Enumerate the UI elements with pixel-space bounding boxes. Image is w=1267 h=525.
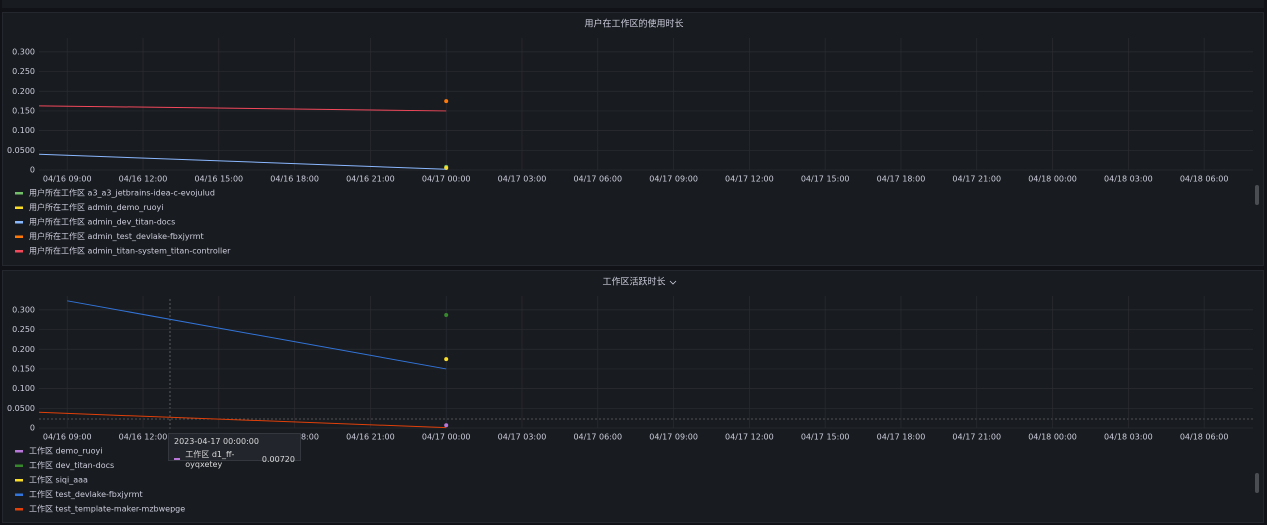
chart-title: 用户在工作区的使用时长	[584, 18, 683, 30]
y-tick-label: 0.150	[12, 106, 35, 115]
x-tick-label: 04/17 15:00	[801, 433, 850, 442]
x-tick-label: 04/16 12:00	[119, 433, 168, 442]
x-tick-label: 04/17 00:00	[422, 433, 471, 442]
legend-swatch	[15, 221, 23, 224]
y-tick-label: 0.200	[12, 87, 35, 96]
point	[444, 357, 449, 362]
tooltip-row: 工作区 d1_ff-oyqxetey 0.00720	[174, 449, 295, 469]
tooltip-series: 工作区 d1_ff-oyqxetey	[185, 450, 235, 469]
x-tick-label: 04/16 21:00	[346, 175, 395, 184]
series-line	[38, 105, 447, 112]
scrollbar[interactable]	[1255, 185, 1259, 205]
x-tick-label: 04/16 18:00	[270, 175, 319, 184]
legend-label: 工作区 siqi_aaa	[29, 475, 88, 485]
y-tick-label: 0.300	[12, 47, 35, 56]
x-tick-label: 04/16 09:00	[43, 175, 92, 184]
x-tick-label: 04/17 15:00	[801, 175, 850, 184]
chart-title: 工作区活跃时长	[602, 276, 665, 288]
point	[444, 99, 449, 104]
x-tick-label: 04/18 03:00	[1104, 175, 1153, 184]
x-tick-label: 04/17 12:00	[725, 175, 774, 184]
x-tick-label: 04/17 18:00	[877, 175, 926, 184]
legend-label: 工作区 dev_titan-docs	[29, 460, 114, 470]
point	[444, 312, 449, 317]
tooltip: 2023-04-17 00:00:00 工作区 d1_ff-oyqxetey 0.…	[168, 433, 301, 469]
legend-label: 工作区 test_devlake-fbxjyrmt	[29, 489, 143, 499]
top-strip	[2, 0, 1264, 8]
legend-label: 用户所在工作区 admin_test_devlake-fbxjyrmt	[29, 231, 204, 241]
legend-swatch	[15, 508, 23, 511]
x-tick-label: 04/18 00:00	[1028, 175, 1077, 184]
x-tick-label: 04/17 12:00	[725, 433, 774, 442]
x-tick-label: 04/17 09:00	[649, 433, 698, 442]
chart: 工作区活跃时长 0 0.0500 0.100 0.150 0.200 0.250 0.300 0…	[7, 276, 1253, 514]
legend-swatch	[15, 493, 23, 496]
legend-label: 用户所在工作区 a3_a3_jetbrains-idea-c-evojulud	[29, 188, 215, 198]
chevron-icon[interactable]	[669, 280, 677, 285]
swatch	[174, 458, 181, 460]
x-tick-label: 04/16 21:00	[346, 433, 395, 442]
x-tick-label: 04/17 03:00	[498, 175, 547, 184]
legend-swatch	[15, 464, 23, 467]
y-tick-label: 0.100	[12, 384, 35, 393]
x-tick-label: 04/18 06:00	[1180, 433, 1229, 442]
y-tick-label: 0	[30, 166, 35, 175]
x-tick-label: 04/18 00:00	[1028, 433, 1077, 442]
y-tick-label: 0.100	[12, 126, 35, 135]
x-tick-label: 04/17 06:00	[573, 175, 622, 184]
x-tick-label: 04/16 09:00	[43, 433, 92, 442]
panel: 工作区活跃时长 0 0.0500 0.100 0.150 0.200 0.250 0.300 0…	[2, 270, 1264, 523]
legend-label: 工作区 test_template-maker-mzbwepge	[29, 504, 185, 514]
y-tick-label: 0.0500	[7, 404, 35, 413]
y-tick-label: 0.250	[12, 325, 35, 334]
x-tick-label: 04/18 03:00	[1104, 433, 1153, 442]
legend-label: 用户所在工作区 admin_dev_titan-docs	[29, 217, 175, 227]
x-tick-label: 04/18 06:00	[1180, 175, 1229, 184]
series-line	[38, 153, 447, 170]
x-tick-label: 04/17 06:00	[573, 433, 622, 442]
y-tick-label: 0	[30, 424, 35, 433]
x-tick-label: 04/17 21:00	[952, 175, 1001, 184]
x-tick-label: 04/17 00:00	[422, 175, 471, 184]
x-tick-label: 04/17 03:00	[498, 433, 547, 442]
y-tick-label: 0.0500	[7, 146, 35, 155]
legend-swatch	[15, 192, 23, 195]
x-tick-label: 04/17 18:00	[877, 433, 926, 442]
legend-swatch	[15, 450, 23, 453]
x-tick-label: 04/16 12:00	[119, 175, 168, 184]
tooltip-time: 2023-04-17 00:00:00	[174, 437, 259, 446]
scrollbar[interactable]	[1255, 473, 1259, 493]
legend-label: 用户所在工作区 admin_demo_ruoyi	[29, 202, 164, 212]
point	[444, 423, 449, 428]
y-tick-label: 0.200	[12, 345, 35, 354]
series-line	[67, 300, 447, 370]
legend-swatch	[15, 479, 23, 482]
legend-swatch	[15, 235, 23, 238]
legend-swatch	[15, 206, 23, 209]
x-tick-label: 04/16 15:00	[194, 175, 243, 184]
series-line	[38, 411, 447, 429]
legend-label: 工作区 demo_ruoyi	[29, 446, 102, 456]
x-tick-label: 04/17 09:00	[649, 175, 698, 184]
legend-label: 用户所在工作区 admin_titan-system_titan-control…	[29, 246, 231, 256]
x-tick-label: 04/17 21:00	[952, 433, 1001, 442]
y-tick-label: 0.250	[12, 67, 35, 76]
y-tick-label: 0.300	[12, 305, 35, 314]
y-tick-label: 0.150	[12, 364, 35, 373]
tooltip-value: 0.00720	[261, 454, 295, 464]
panel: 用户在工作区的使用时长 0 0.0500 0.100 0.150 0.200 0.250 0.…	[2, 12, 1264, 266]
legend-swatch	[15, 250, 23, 253]
chart: 用户在工作区的使用时长 0 0.0500 0.100 0.150 0.200 0.250 0.…	[7, 18, 1253, 256]
